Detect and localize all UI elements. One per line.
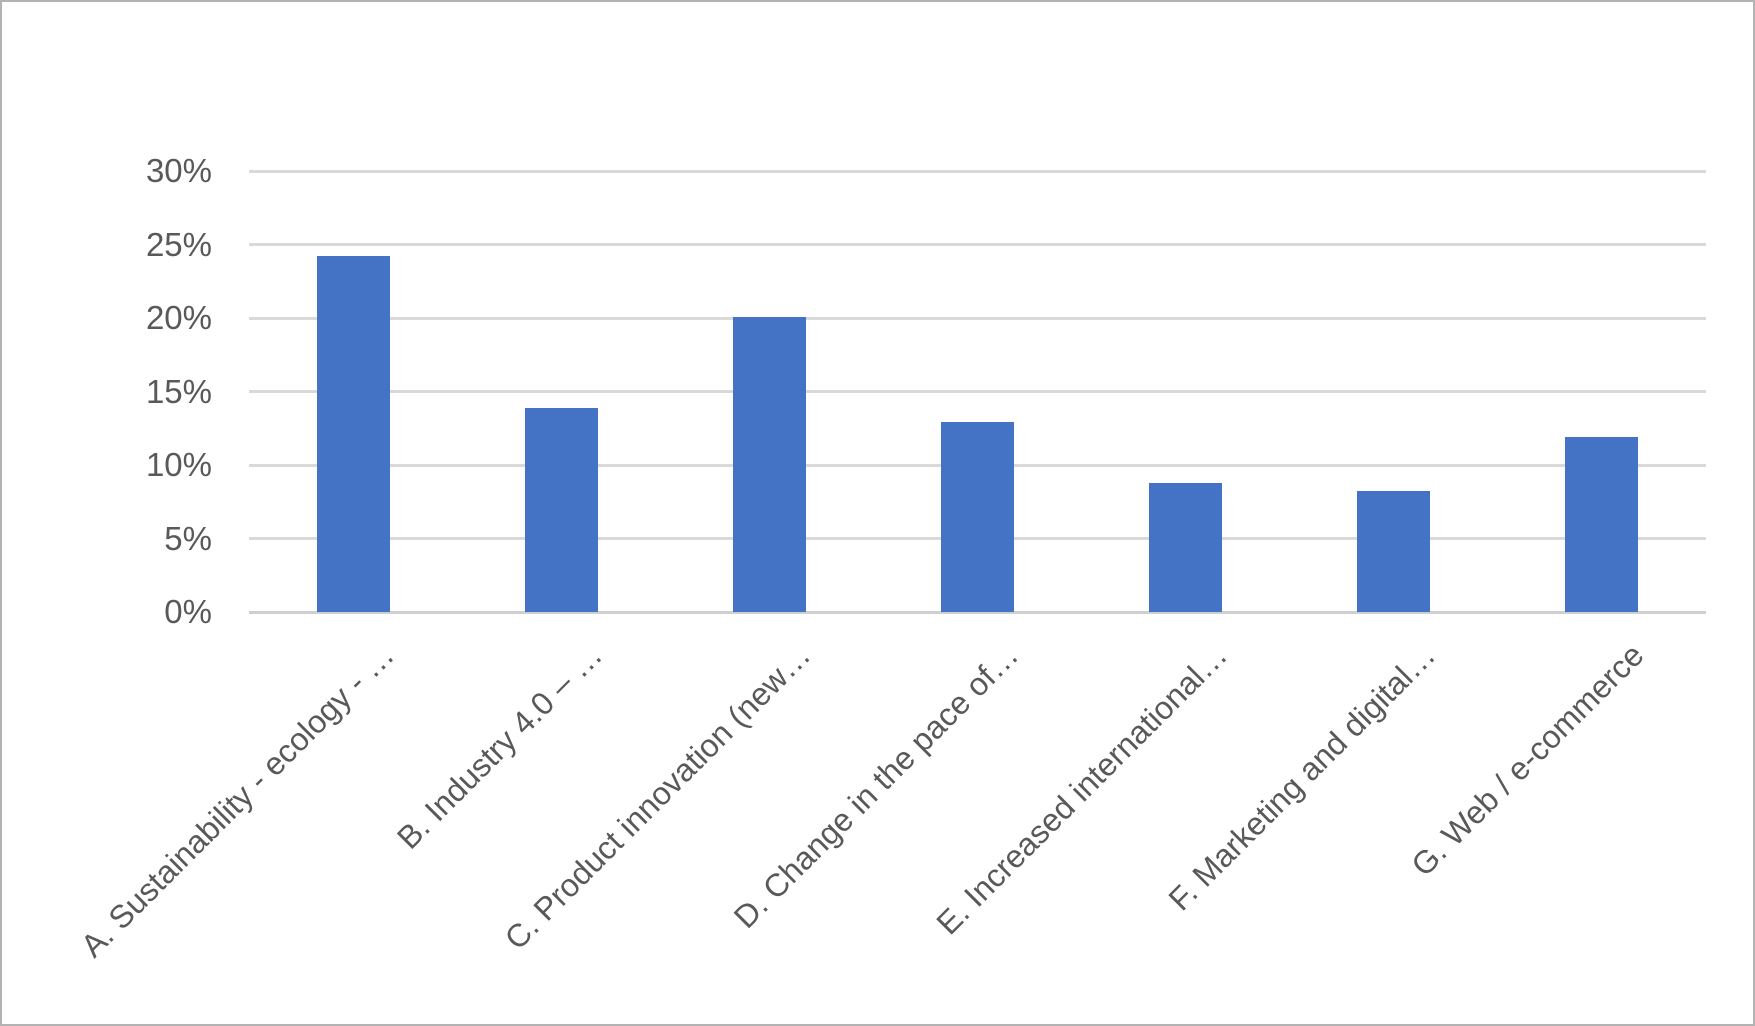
x-axis-category-label: G. Web / e-commerce	[1403, 636, 1651, 884]
gridline	[249, 243, 1706, 246]
bar-d	[941, 422, 1014, 612]
y-axis-tick-label: 15%	[145, 372, 212, 410]
y-axis-tick-label: 20%	[145, 299, 212, 336]
x-axis-line	[249, 610, 1706, 614]
y-axis-tick-label: 30%	[145, 152, 212, 189]
bar-g	[1565, 437, 1639, 612]
plot-area	[249, 169, 1706, 614]
gridline	[249, 169, 1706, 173]
bar-f	[1357, 491, 1431, 612]
y-axis-tick-label: 25%	[145, 225, 212, 263]
y-axis-tick-label: 10%	[145, 446, 212, 483]
bar-b	[524, 407, 598, 612]
bar-e	[1149, 482, 1223, 612]
x-axis-category-label: B. Industry 4.0 – …	[390, 636, 610, 856]
y-axis-tick-label: 5%	[164, 519, 212, 557]
y-axis-tick-label: 0%	[164, 593, 212, 630]
bar-c	[732, 316, 806, 612]
x-axis-category-label: A. Sustainability - ecology - …	[73, 636, 402, 964]
gridline	[249, 316, 1706, 320]
gridline	[249, 390, 1706, 393]
bar-a	[316, 256, 390, 612]
